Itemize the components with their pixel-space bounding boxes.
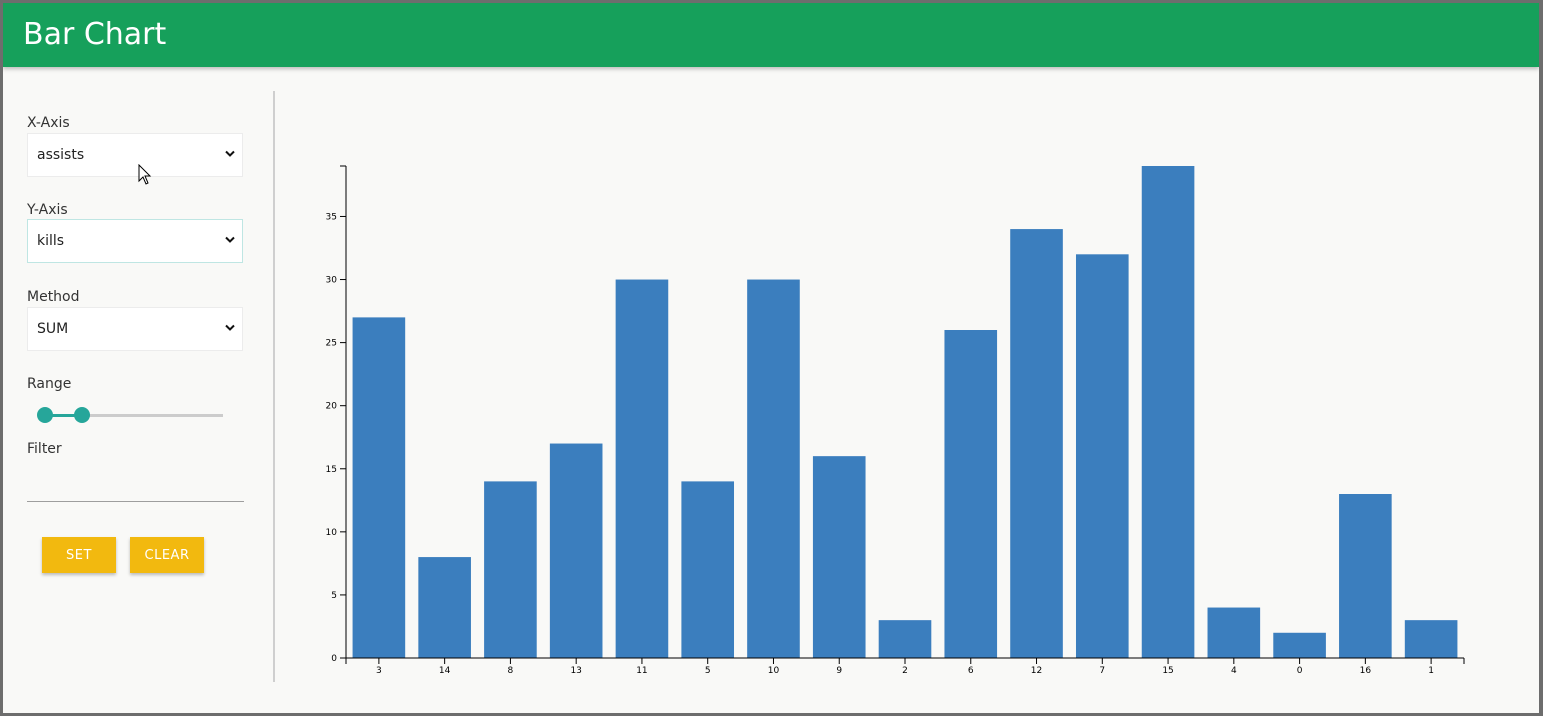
x-tick-label: 1 (1428, 666, 1434, 676)
range-slider-low-handle[interactable] (37, 407, 53, 423)
chart-bar (1339, 494, 1392, 658)
chart-bar (1404, 620, 1458, 658)
x-tick-label: 0 (1297, 666, 1303, 676)
y-tick-label: 25 (326, 339, 337, 349)
method-select[interactable]: SUM (27, 307, 243, 351)
mouse-cursor-icon (138, 164, 152, 185)
y-tick-label: 5 (331, 591, 337, 601)
chart-bar (1010, 229, 1063, 659)
y-tick-label: 0 (331, 654, 337, 664)
app-bar: Bar Chart (3, 3, 1539, 67)
x-tick-label: 10 (768, 666, 780, 676)
x-tick-label: 16 (1360, 666, 1372, 676)
method-label: Method (27, 289, 80, 305)
filter-input[interactable] (27, 501, 244, 502)
x-tick-label: 8 (508, 666, 514, 676)
panel-divider (273, 91, 275, 682)
x-tick-label: 12 (1031, 666, 1042, 676)
x-tick-label: 9 (836, 666, 842, 676)
y-axis-label: Y-Axis (27, 202, 68, 218)
chart-bar (681, 481, 735, 658)
chart-bar (549, 443, 603, 658)
chart-bar (352, 317, 406, 658)
chevron-down-icon (225, 236, 235, 243)
x-tick-label: 5 (705, 666, 711, 676)
x-tick-label: 6 (968, 666, 974, 676)
x-axis-select[interactable]: assists (27, 133, 243, 177)
y-tick-label: 20 (326, 402, 338, 412)
y-tick-label: 30 (326, 276, 338, 286)
chart-bar (812, 456, 866, 658)
chart-bar (1141, 166, 1195, 658)
range-slider-fill (45, 414, 83, 417)
chart-bar (615, 279, 669, 658)
x-tick-label: 15 (1162, 666, 1173, 676)
range-slider-track[interactable] (45, 414, 223, 417)
clear-button[interactable]: CLEAR (130, 537, 204, 573)
page-title: Bar Chart (23, 17, 167, 52)
x-tick-label: 14 (439, 666, 451, 676)
chart-bar (1075, 254, 1129, 659)
x-tick-label: 7 (1099, 666, 1105, 676)
x-tick-label: 2 (902, 666, 908, 676)
method-value: SUM (37, 321, 69, 337)
chart-bar (418, 557, 471, 658)
chart-bar (484, 481, 537, 658)
bar-chart: 0 5 10 15 20 25 30 35 3 14 8 13 11 5 10 9 2 6 12 7 15 4 0 16 1 (326, 165, 1465, 676)
range-slider-high-handle[interactable] (74, 407, 91, 423)
chart-bar (1273, 632, 1326, 658)
y-tick-label: 35 (326, 212, 337, 222)
y-tick-label: 10 (326, 528, 338, 538)
chart-bar (747, 279, 800, 658)
chart-bar (1207, 607, 1261, 658)
x-tick-label: 13 (570, 666, 581, 676)
set-button[interactable]: SET (42, 537, 116, 573)
x-tick-label: 11 (636, 666, 647, 676)
x-axis-label: X-Axis (27, 115, 70, 131)
chart-bar (944, 330, 998, 658)
x-tick-label: 3 (376, 666, 382, 676)
chart-bar (878, 620, 932, 658)
x-tick-label: 4 (1231, 666, 1237, 676)
y-tick-label: 15 (326, 465, 337, 475)
chevron-down-icon (225, 324, 235, 331)
y-axis-select[interactable]: kills (27, 219, 243, 263)
filter-label: Filter (27, 441, 62, 457)
app-window: Bar Chart X-Axis assists Y-Axis kills Me… (3, 3, 1539, 713)
x-axis-value: assists (37, 147, 85, 163)
chevron-down-icon (225, 150, 235, 157)
y-axis-value: kills (37, 233, 65, 249)
range-label: Range (27, 376, 72, 392)
